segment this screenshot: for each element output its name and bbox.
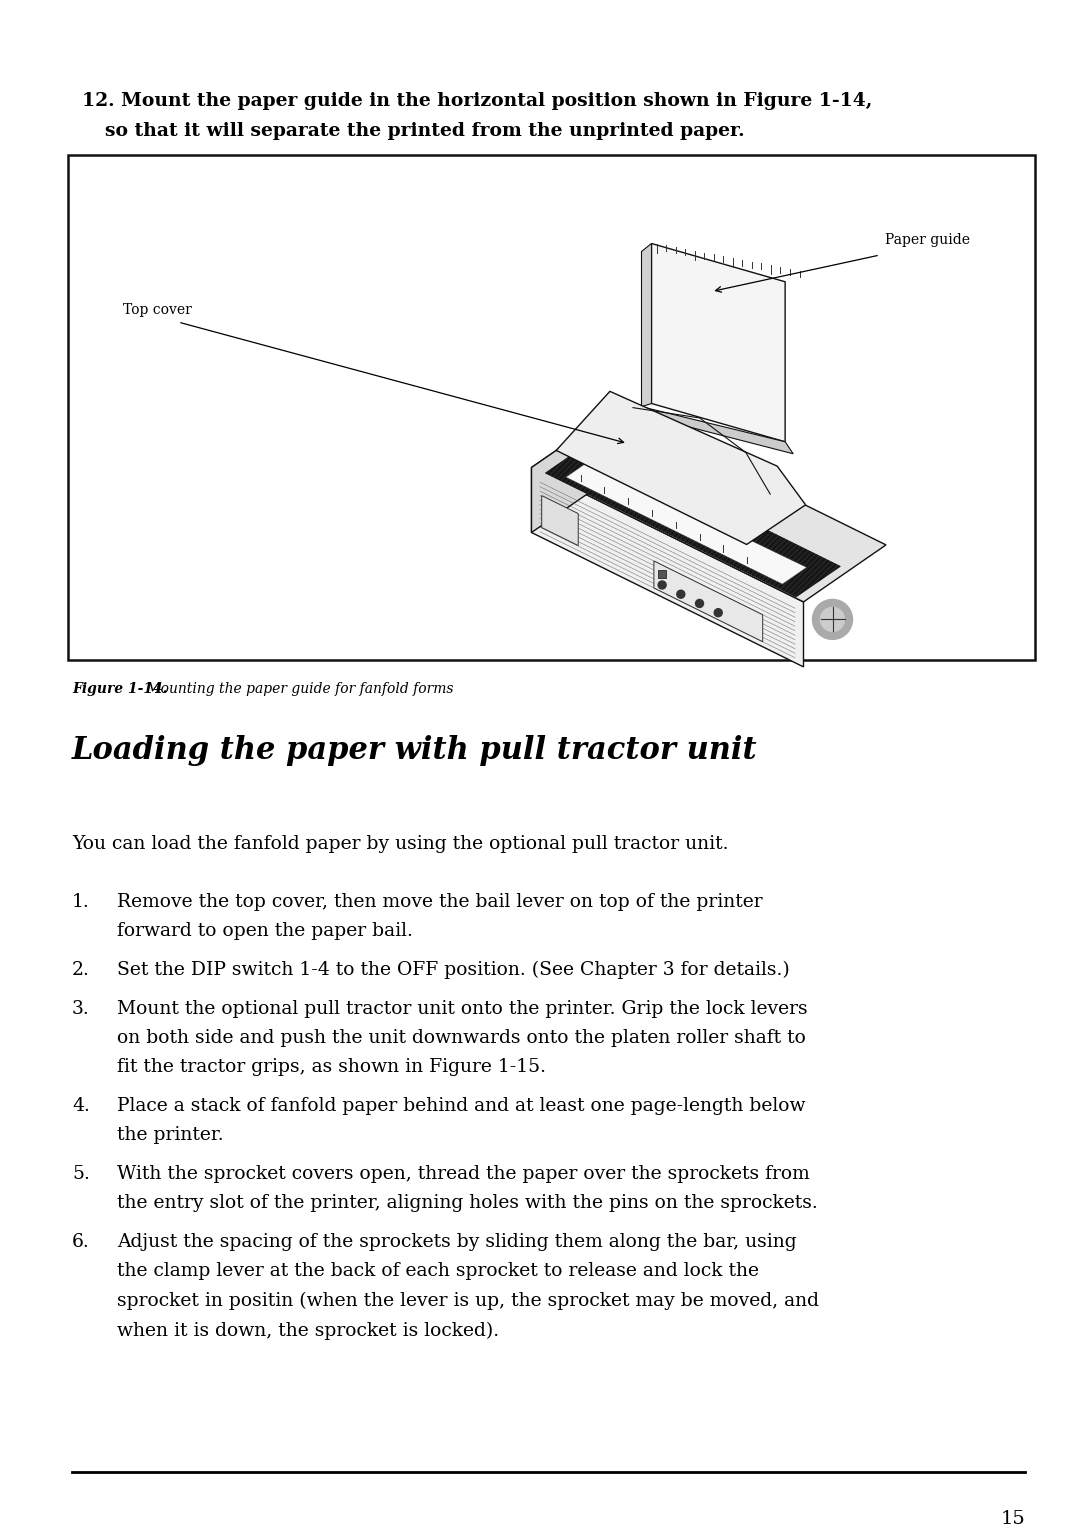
Text: Paper guide: Paper guide bbox=[885, 233, 970, 247]
Circle shape bbox=[821, 607, 845, 631]
Text: 2.: 2. bbox=[72, 961, 90, 979]
Polygon shape bbox=[531, 411, 886, 602]
Text: sprocket in positin (when the lever is up, the sprocket may be moved, and: sprocket in positin (when the lever is u… bbox=[117, 1291, 819, 1310]
Text: fit the tractor grips, as shown in Figure 1-15.: fit the tractor grips, as shown in Figur… bbox=[117, 1059, 546, 1077]
Polygon shape bbox=[651, 244, 785, 441]
Text: 1.: 1. bbox=[72, 893, 90, 912]
Text: 6.: 6. bbox=[72, 1233, 90, 1252]
Text: Figure 1-14.: Figure 1-14. bbox=[72, 682, 167, 696]
Circle shape bbox=[714, 608, 723, 617]
Circle shape bbox=[658, 581, 666, 588]
Bar bbox=[658, 570, 666, 578]
Text: the entry slot of the printer, aligning holes with the pins on the sprockets.: the entry slot of the printer, aligning … bbox=[117, 1195, 818, 1212]
Text: when it is down, the sprocket is locked).: when it is down, the sprocket is locked)… bbox=[117, 1322, 499, 1340]
Circle shape bbox=[677, 590, 685, 597]
Polygon shape bbox=[556, 391, 806, 544]
Text: 3.: 3. bbox=[72, 999, 90, 1017]
Text: forward to open the paper bail.: forward to open the paper bail. bbox=[117, 922, 413, 941]
Polygon shape bbox=[566, 461, 807, 584]
Text: Adjust the spacing of the sprockets by sliding them along the bar, using: Adjust the spacing of the sprockets by s… bbox=[117, 1233, 797, 1252]
Polygon shape bbox=[642, 244, 651, 406]
Text: so that it will separate the printed from the unprinted paper.: so that it will separate the printed fro… bbox=[105, 123, 744, 139]
Circle shape bbox=[696, 599, 703, 608]
Text: You can load the fanfold paper by using the optional pull tractor unit.: You can load the fanfold paper by using … bbox=[72, 835, 729, 853]
Polygon shape bbox=[542, 495, 578, 545]
Text: Remove the top cover, then move the bail lever on top of the printer: Remove the top cover, then move the bail… bbox=[117, 893, 762, 912]
Text: Mount the optional pull tractor unit onto the printer. Grip the lock levers: Mount the optional pull tractor unit ont… bbox=[117, 999, 808, 1017]
Text: With the sprocket covers open, thread the paper over the sprockets from: With the sprocket covers open, thread th… bbox=[117, 1164, 810, 1183]
Text: 5.: 5. bbox=[72, 1164, 90, 1183]
Text: on both side and push the unit downwards onto the platen roller shaft to: on both side and push the unit downwards… bbox=[117, 1030, 806, 1046]
Text: Loading the paper with pull tractor unit: Loading the paper with pull tractor unit bbox=[72, 735, 758, 766]
Polygon shape bbox=[653, 561, 762, 642]
Text: the printer.: the printer. bbox=[117, 1126, 224, 1144]
Text: 12. Mount the paper guide in the horizontal position shown in Figure 1-14,: 12. Mount the paper guide in the horizon… bbox=[82, 92, 873, 110]
Bar bbox=[68, 155, 1035, 660]
Polygon shape bbox=[531, 467, 804, 666]
Text: Set the DIP switch 1-4 to the OFF position. (See Chapter 3 for details.): Set the DIP switch 1-4 to the OFF positi… bbox=[117, 961, 789, 979]
Polygon shape bbox=[531, 411, 615, 533]
Polygon shape bbox=[642, 406, 793, 453]
Text: Place a stack of fanfold paper behind and at least one page-length below: Place a stack of fanfold paper behind an… bbox=[117, 1097, 806, 1115]
Text: the clamp lever at the back of each sprocket to release and lock the: the clamp lever at the back of each spro… bbox=[117, 1262, 759, 1281]
Text: Mounting the paper guide for fanfold forms: Mounting the paper guide for fanfold for… bbox=[141, 682, 454, 696]
Text: 4.: 4. bbox=[72, 1097, 90, 1115]
Text: Top cover: Top cover bbox=[123, 303, 192, 317]
Polygon shape bbox=[545, 443, 840, 597]
Circle shape bbox=[812, 599, 852, 639]
Text: 15: 15 bbox=[1000, 1511, 1025, 1527]
